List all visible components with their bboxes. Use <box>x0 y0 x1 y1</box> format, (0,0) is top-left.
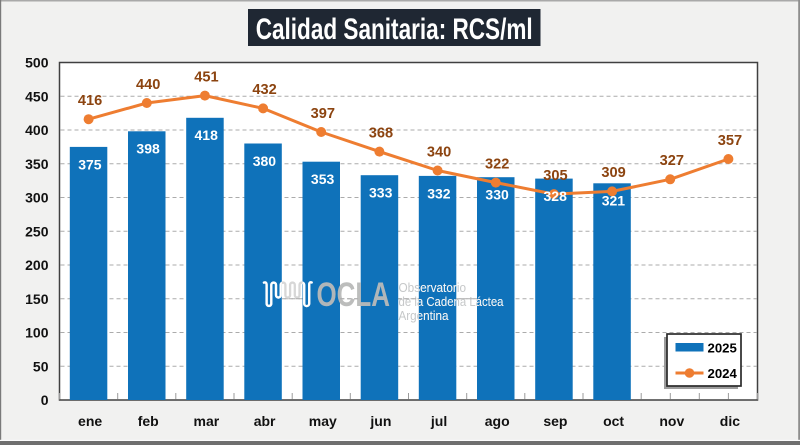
svg-text:oct: oct <box>603 413 624 429</box>
svg-text:500: 500 <box>25 55 49 71</box>
svg-text:330: 330 <box>485 187 509 203</box>
svg-text:380: 380 <box>253 153 277 169</box>
svg-text:may: may <box>309 413 337 429</box>
svg-text:332: 332 <box>427 185 451 201</box>
svg-text:400: 400 <box>25 122 49 138</box>
svg-text:Observatorio: Observatorio <box>399 281 467 295</box>
svg-text:309: 309 <box>601 165 625 181</box>
svg-text:300: 300 <box>25 190 49 206</box>
svg-text:432: 432 <box>252 82 276 98</box>
svg-text:321: 321 <box>602 193 626 209</box>
svg-text:353: 353 <box>311 171 335 187</box>
svg-text:451: 451 <box>194 69 218 85</box>
svg-text:150: 150 <box>25 291 49 307</box>
svg-text:de la Cadena Láctea: de la Cadena Láctea <box>399 295 504 309</box>
svg-text:305: 305 <box>543 168 567 184</box>
svg-text:Argentina: Argentina <box>399 309 449 323</box>
svg-text:418: 418 <box>195 127 219 143</box>
svg-text:350: 350 <box>25 156 49 172</box>
svg-text:OCLA: OCLA <box>317 276 391 314</box>
svg-text:368: 368 <box>369 125 393 141</box>
svg-text:nov: nov <box>659 413 684 429</box>
svg-text:abr: abr <box>254 413 276 429</box>
svg-text:sep: sep <box>543 413 567 429</box>
svg-text:dic: dic <box>720 413 740 429</box>
svg-text:50: 50 <box>33 358 49 374</box>
svg-text:jun: jun <box>369 413 391 429</box>
svg-text:de la Cadena Láctea: de la Cadena Láctea <box>399 295 504 309</box>
svg-text:322: 322 <box>485 156 509 172</box>
svg-text:250: 250 <box>25 223 49 239</box>
svg-text:100: 100 <box>25 325 49 341</box>
svg-text:2025: 2025 <box>708 340 737 355</box>
svg-text:jul: jul <box>430 413 447 429</box>
svg-text:200: 200 <box>25 257 49 273</box>
svg-text:357: 357 <box>718 133 742 149</box>
svg-text:328: 328 <box>544 188 568 204</box>
svg-text:327: 327 <box>660 153 684 169</box>
svg-text:416: 416 <box>78 93 102 109</box>
svg-text:2024: 2024 <box>708 366 738 381</box>
svg-text:340: 340 <box>427 144 451 160</box>
svg-text:0: 0 <box>41 392 49 408</box>
svg-text:ago: ago <box>485 413 510 429</box>
svg-text:mar: mar <box>194 413 220 429</box>
svg-text:440: 440 <box>136 77 160 93</box>
svg-text:ene: ene <box>78 413 102 429</box>
svg-text:feb: feb <box>138 413 159 429</box>
svg-text:333: 333 <box>369 185 393 201</box>
svg-text:Calidad Sanitaria: RCS/ml: Calidad Sanitaria: RCS/ml <box>256 13 533 46</box>
svg-text:398: 398 <box>136 141 160 157</box>
svg-text:397: 397 <box>311 106 335 122</box>
svg-text:375: 375 <box>78 156 102 172</box>
svg-text:450: 450 <box>25 89 49 105</box>
